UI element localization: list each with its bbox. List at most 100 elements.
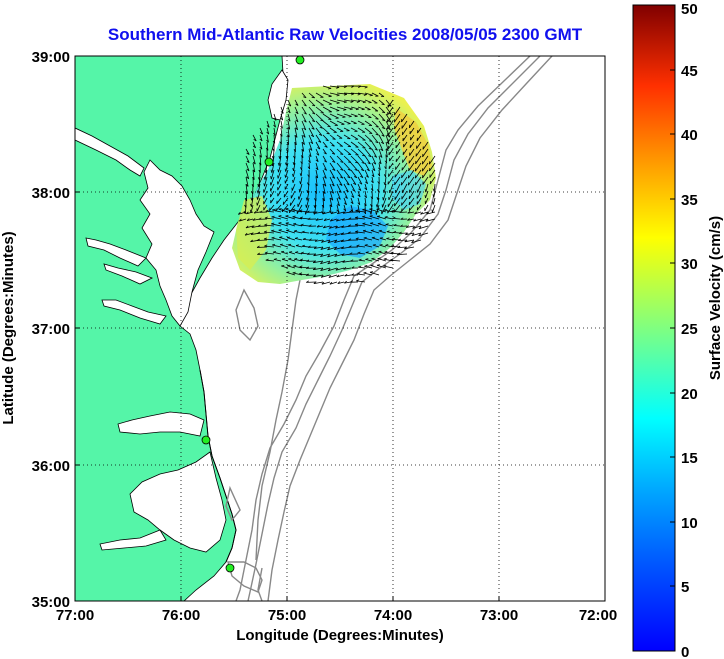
- velocity-arrow: [385, 155, 388, 164]
- velocity-arrow: [343, 176, 350, 186]
- velocity-arrow: [336, 274, 345, 278]
- velocity-arrow-head: [376, 196, 379, 200]
- velocity-arrow: [336, 85, 347, 87]
- velocity-arrow-head: [339, 145, 343, 147]
- velocity-arrow: [425, 197, 429, 204]
- velocity-arrow: [301, 120, 307, 131]
- velocity-arrow: [364, 92, 373, 96]
- velocity-arrow-head: [349, 252, 353, 255]
- velocity-arrow: [399, 211, 408, 213]
- velocity-arrow: [343, 267, 352, 270]
- velocity-arrow: [239, 218, 247, 222]
- velocity-arrow-head: [353, 182, 357, 185]
- velocity-arrow: [401, 113, 408, 123]
- velocity-arrow-head: [371, 174, 375, 178]
- velocity-arrow: [364, 99, 372, 103]
- velocity-arrow-head: [364, 195, 367, 199]
- velocity-arrow-head: [336, 209, 339, 213]
- velocity-arrow-head: [323, 218, 327, 221]
- velocity-arrow: [328, 274, 338, 278]
- velocity-arrow-head: [270, 176, 272, 180]
- velocity-arrow-head: [351, 273, 355, 276]
- velocity-arrow: [371, 176, 374, 184]
- velocity-arrow: [257, 190, 261, 200]
- velocity-arrow-head: [350, 259, 354, 262]
- velocity-arrow: [425, 218, 436, 222]
- velocity-arrow-head: [281, 250, 285, 253]
- velocity-arrow-head: [340, 168, 344, 171]
- velocity-arrow: [371, 134, 379, 144]
- velocity-arrow-head: [431, 209, 433, 213]
- velocity-arrow: [286, 237, 296, 241]
- velocity-arrow: [308, 162, 311, 170]
- velocity-arrow-head: [343, 109, 347, 111]
- radar-station: [225, 563, 235, 573]
- velocity-arrow: [371, 162, 376, 171]
- velocity-arrow: [409, 148, 415, 156]
- velocity-arrow-head: [334, 240, 337, 243]
- velocity-arrow-head: [336, 218, 339, 222]
- velocity-arrow-head: [350, 209, 354, 212]
- velocity-arrow: [357, 99, 366, 103]
- velocity-arrow-head: [354, 115, 358, 118]
- velocity-arrow-head: [374, 148, 378, 151]
- velocity-arrow-head: [377, 257, 381, 259]
- velocity-arrow: [264, 169, 268, 180]
- velocity-arrow-head: [308, 154, 312, 157]
- velocity-arrow: [322, 169, 327, 179]
- velocity-arrow: [245, 190, 248, 201]
- velocity-arrow-head: [265, 209, 269, 212]
- velocity-arrow: [263, 204, 268, 211]
- velocity-arrow-head: [320, 112, 324, 114]
- velocity-arrow: [264, 238, 275, 241]
- velocity-arrow: [313, 281, 324, 284]
- velocity-arrow-head: [399, 210, 403, 213]
- velocity-arrow-head: [309, 231, 313, 234]
- velocity-arrow-head: [357, 272, 361, 275]
- velocity-arrow-head: [334, 261, 338, 264]
- velocity-arrow: [300, 224, 310, 227]
- velocity-arrow-head: [320, 268, 324, 271]
- velocity-arrow: [313, 267, 324, 271]
- velocity-arrow: [371, 258, 380, 262]
- velocity-arrow-head: [355, 230, 359, 233]
- velocity-arrow-head: [414, 211, 417, 215]
- velocity-arrow: [398, 239, 408, 241]
- velocity-arrow: [433, 190, 436, 198]
- velocity-arrow: [287, 127, 290, 138]
- velocity-arrow: [395, 134, 401, 143]
- velocity-arrow: [362, 230, 373, 234]
- radar-station: [201, 435, 211, 445]
- velocity-arrow-head: [337, 211, 340, 215]
- velocity-arrow: [315, 183, 317, 194]
- velocity-arrow: [364, 155, 371, 165]
- velocity-arrow: [416, 204, 422, 211]
- velocity-arrow-head: [264, 251, 268, 254]
- velocity-arrow-head: [322, 211, 326, 215]
- velocity-arrow-head: [299, 181, 301, 185]
- velocity-arrow-head: [385, 154, 388, 158]
- velocity-arrow-head: [363, 94, 367, 96]
- velocity-arrow: [341, 253, 352, 256]
- velocity-arrow: [329, 141, 335, 147]
- velocity-arrow-head: [368, 155, 372, 158]
- velocity-arrow: [401, 120, 408, 129]
- velocity-arrow-head: [343, 93, 348, 96]
- velocity-arrow: [377, 216, 387, 220]
- velocity-arrow-head: [272, 251, 277, 253]
- velocity-arrow: [418, 225, 429, 230]
- velocity-arrow-head: [303, 104, 307, 107]
- velocity-arrow-head: [360, 169, 364, 172]
- velocity-arrow: [273, 259, 282, 262]
- velocity-arrow: [280, 113, 284, 121]
- velocity-arrow-head: [292, 179, 294, 183]
- velocity-arrow-head: [363, 271, 367, 274]
- velocity-arrow: [301, 141, 305, 152]
- velocity-arrow-head: [258, 217, 262, 220]
- y-axis-label: Latitude (Degrees:Minutes): [0, 231, 17, 424]
- velocity-arrow: [273, 113, 277, 121]
- velocity-arrow: [388, 190, 394, 201]
- velocity-arrow: [371, 155, 377, 165]
- velocity-arrow-head: [362, 147, 366, 149]
- velocity-arrow: [313, 274, 324, 278]
